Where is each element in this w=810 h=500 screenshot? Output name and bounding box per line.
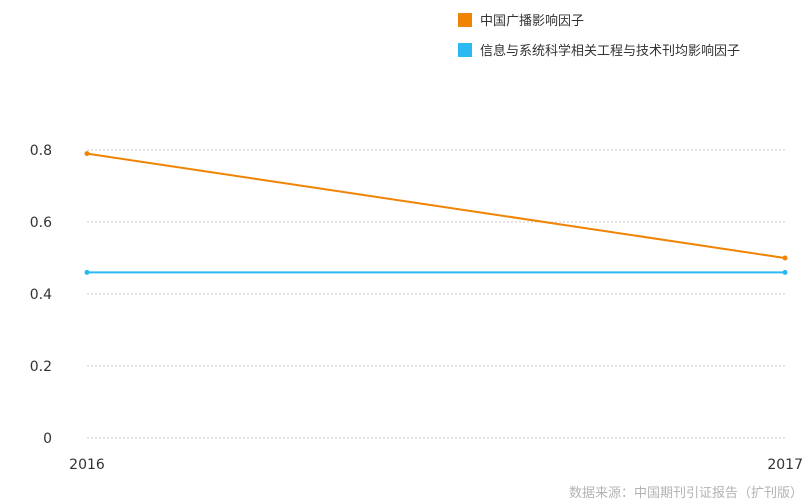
series-1-point[interactable]: [782, 269, 788, 275]
series-line-0: [86, 152, 786, 259]
x-tick-label: 2017: [767, 457, 803, 473]
y-tick-label: 0: [43, 431, 52, 447]
legend-label-1[interactable]: 信息与系统科学相关工程与技术刊均影响因子: [480, 43, 740, 59]
legend-label-0[interactable]: 中国广播影响因子: [480, 13, 584, 29]
series-0-point[interactable]: [782, 255, 788, 261]
series-0-point[interactable]: [84, 151, 90, 157]
y-tick-label: 0.2: [30, 359, 52, 375]
legend-swatch-0: [458, 13, 472, 27]
x-tick-label: 2016: [69, 457, 105, 473]
data-source-note: 数据来源：中国期刊引证报告（扩刊版）: [569, 486, 803, 500]
y-tick-label: 0.4: [30, 287, 52, 303]
legend-swatch-1: [458, 43, 472, 57]
y-tick-label: 0.6: [30, 215, 52, 231]
series-1-point[interactable]: [84, 269, 90, 275]
y-tick-label: 0.8: [30, 143, 52, 159]
